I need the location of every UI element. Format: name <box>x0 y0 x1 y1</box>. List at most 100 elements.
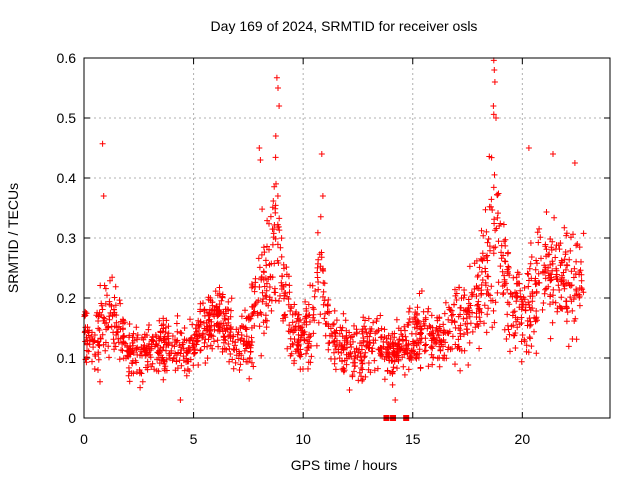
data-point <box>86 337 93 344</box>
data-point <box>332 330 339 337</box>
data-point <box>274 257 281 264</box>
data-point <box>556 246 563 253</box>
data-point <box>497 220 504 227</box>
data-point <box>309 282 316 289</box>
data-point <box>335 346 342 353</box>
data-point <box>197 347 204 354</box>
data-point <box>509 312 516 319</box>
data-point <box>321 280 328 287</box>
data-point <box>466 263 473 270</box>
data-point <box>254 310 261 317</box>
data-point <box>163 336 170 343</box>
data-point <box>416 346 423 353</box>
data-point <box>112 302 119 309</box>
data-point <box>462 320 469 327</box>
data-point <box>216 301 223 308</box>
data-point <box>125 364 132 371</box>
data-point <box>414 310 420 317</box>
data-point <box>571 265 578 272</box>
data-point <box>480 232 487 239</box>
data-point <box>172 336 178 343</box>
data-point <box>483 329 490 336</box>
data-point <box>297 316 304 323</box>
data-point <box>219 293 226 300</box>
data-point <box>576 244 583 251</box>
data-point <box>507 290 514 297</box>
data-point <box>351 331 357 338</box>
data-point <box>109 274 116 281</box>
data-point <box>410 318 416 325</box>
data-point <box>168 347 175 354</box>
data-point <box>333 317 340 324</box>
y-tick-label: 0.4 <box>57 170 77 186</box>
data-point <box>557 262 564 269</box>
data-point <box>490 111 497 118</box>
data-point <box>248 324 255 331</box>
data-point <box>426 322 433 329</box>
data-point <box>476 345 483 352</box>
data-point <box>501 326 508 333</box>
data-point <box>285 296 292 302</box>
data-point <box>178 362 185 369</box>
data-point <box>533 350 540 357</box>
data-point <box>317 213 324 220</box>
data-point <box>138 344 145 350</box>
data-point <box>501 272 508 279</box>
data-point <box>529 298 536 305</box>
data-point <box>381 376 388 383</box>
data-point <box>261 249 268 256</box>
data-point <box>251 302 258 309</box>
data-point <box>272 133 279 139</box>
data-point <box>187 316 193 323</box>
data-point <box>265 302 272 309</box>
data-point <box>134 332 141 338</box>
data-point <box>240 323 247 330</box>
data-point <box>457 367 464 374</box>
data-point <box>403 346 410 353</box>
data-point <box>361 354 368 361</box>
data-point <box>517 293 524 300</box>
data-point <box>442 339 449 346</box>
data-point <box>204 355 211 362</box>
data-point <box>366 339 373 346</box>
data-point <box>476 314 483 321</box>
data-point <box>458 295 465 302</box>
data-point <box>403 337 410 344</box>
data-point <box>255 297 262 304</box>
data-point <box>310 311 317 318</box>
data-point <box>397 347 404 354</box>
data-point <box>337 324 344 331</box>
data-point <box>102 285 109 292</box>
data-point <box>289 340 296 347</box>
x-tick-label: 20 <box>515 431 531 447</box>
data-point <box>542 275 549 282</box>
data-point <box>91 351 98 358</box>
data-point <box>99 306 106 313</box>
data-point <box>340 310 347 317</box>
data-point <box>400 363 407 370</box>
data-point <box>161 339 168 346</box>
data-point <box>525 299 532 306</box>
data-point <box>258 311 265 318</box>
data-point <box>545 264 552 271</box>
data-point <box>266 294 273 301</box>
data-point <box>331 320 337 327</box>
data-point <box>413 355 420 362</box>
data-point <box>311 293 318 300</box>
data-point <box>414 304 421 311</box>
data-point <box>363 329 370 336</box>
data-point <box>541 262 548 269</box>
data-point <box>250 363 257 370</box>
data-point <box>486 203 493 210</box>
data-point <box>223 310 229 317</box>
data-point <box>483 253 490 260</box>
data-point <box>273 74 280 81</box>
data-point <box>433 339 440 346</box>
data-point <box>401 323 408 330</box>
data-point <box>225 341 232 347</box>
data-point <box>484 273 491 280</box>
data-point <box>523 348 530 355</box>
data-point <box>547 301 553 308</box>
data-point <box>497 263 504 270</box>
data-point <box>446 306 453 313</box>
